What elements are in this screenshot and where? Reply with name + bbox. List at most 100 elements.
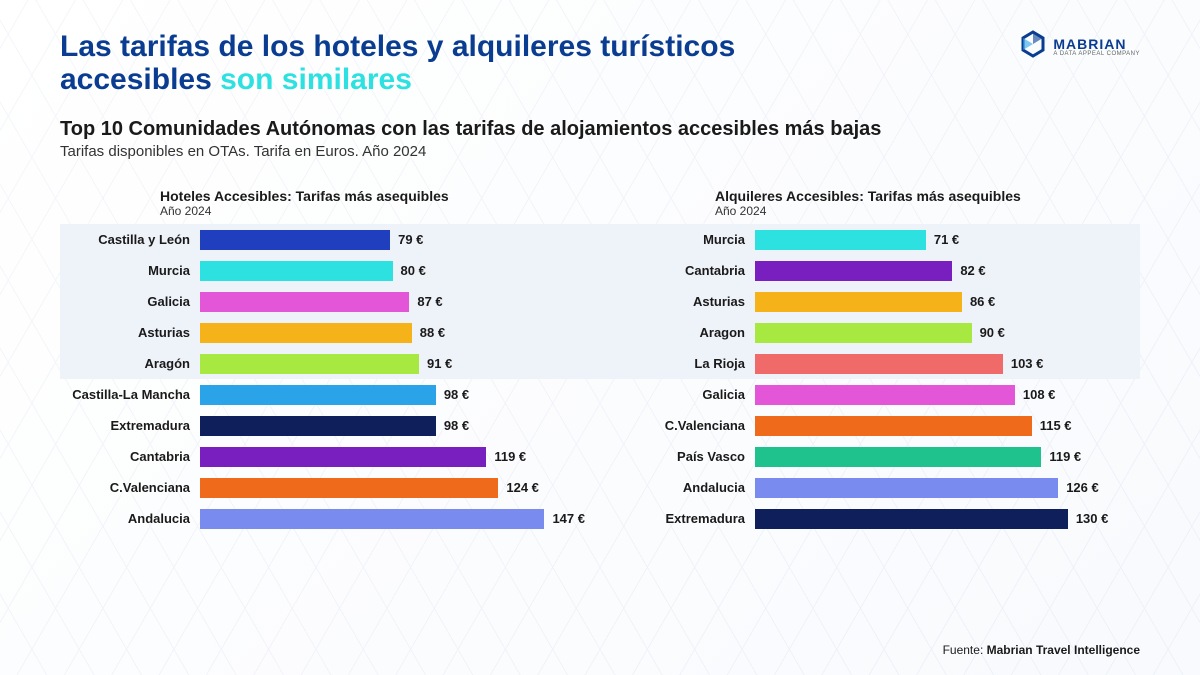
logo-subtitle: A DATA APPEAL COMPANY xyxy=(1053,51,1140,57)
bar-label: La Rioja xyxy=(615,356,755,371)
bar-value: 119 € xyxy=(1049,449,1081,464)
bar-value: 147 € xyxy=(552,511,585,526)
bar-label: Murcia xyxy=(615,232,755,247)
bar-row: Aragon 90 € xyxy=(615,317,1140,348)
bar-track: 88 € xyxy=(200,323,585,343)
bar-fill xyxy=(755,447,1041,467)
bar-fill xyxy=(200,385,436,405)
chart-title: Hoteles Accesibles: Tarifas más asequibl… xyxy=(160,188,585,204)
bar-value: 98 € xyxy=(444,418,469,433)
bar-fill xyxy=(200,261,393,281)
bar-label: Asturias xyxy=(60,325,200,340)
bar-label: Aragon xyxy=(615,325,755,340)
bar-value: 115 € xyxy=(1040,418,1072,433)
bar-value: 88 € xyxy=(420,325,445,340)
bar-track: 79 € xyxy=(200,230,585,250)
bar-track: 86 € xyxy=(755,292,1140,312)
bar-row: C.Valenciana 124 € xyxy=(60,472,585,503)
source-prefix: Fuente: xyxy=(943,643,987,657)
chart-title: Alquileres Accesibles: Tarifas más asequ… xyxy=(715,188,1140,204)
bar-label: Aragón xyxy=(60,356,200,371)
bar-label: Castilla-La Mancha xyxy=(60,387,200,402)
bar-fill xyxy=(755,416,1032,436)
bar-track: 103 € xyxy=(755,354,1140,374)
bar-row: C.Valenciana 115 € xyxy=(615,410,1140,441)
chart-year: Año 2024 xyxy=(715,204,1140,218)
bar-label: Murcia xyxy=(60,263,200,278)
bar-fill xyxy=(755,385,1015,405)
bar-row: Galicia108 € xyxy=(615,379,1140,410)
bar-value: 98 € xyxy=(444,387,469,402)
bar-value: 119 € xyxy=(494,449,526,464)
charts-row: Hoteles Accesibles: Tarifas más asequibl… xyxy=(60,188,1140,534)
bar-track: 80 € xyxy=(200,261,585,281)
chart-year: Año 2024 xyxy=(160,204,585,218)
logo-brand: MABRIAN xyxy=(1053,37,1140,51)
bar-row: Extremadura 98 € xyxy=(60,410,585,441)
bar-value: 91 € xyxy=(427,356,452,371)
bar-track: 90 € xyxy=(755,323,1140,343)
bar-track: 124 € xyxy=(200,478,585,498)
bar-label: Andalucia xyxy=(60,511,200,526)
bar-fill xyxy=(755,292,962,312)
chart-hotels: Hoteles Accesibles: Tarifas más asequibl… xyxy=(60,188,585,534)
bar-fill xyxy=(200,323,412,343)
bar-row: Aragón 91 € xyxy=(60,348,585,379)
bar-row: Cantabria 119 € xyxy=(60,441,585,472)
bar-label: Cantabria xyxy=(615,263,755,278)
bar-track: 71 € xyxy=(755,230,1140,250)
chart-subtitle-detail: Tarifas disponibles en OTAs. Tarifa en E… xyxy=(60,143,1140,160)
bar-fill xyxy=(200,416,436,436)
bar-value: 126 € xyxy=(1066,480,1099,495)
bar-value: 103 € xyxy=(1011,356,1044,371)
bar-value: 79 € xyxy=(398,232,423,247)
bar-value: 71 € xyxy=(934,232,959,247)
bar-fill xyxy=(200,478,498,498)
brand-logo: MABRIAN A DATA APPEAL COMPANY xyxy=(1019,30,1140,63)
bar-value: 90 € xyxy=(980,325,1005,340)
bar-value: 130 € xyxy=(1076,511,1109,526)
bar-value: 82 € xyxy=(960,263,985,278)
bar-fill xyxy=(755,230,926,250)
bar-row: Asturias 88 € xyxy=(60,317,585,348)
bar-fill xyxy=(200,509,544,529)
bar-value: 87 € xyxy=(417,294,442,309)
bar-label: Andalucia xyxy=(615,480,755,495)
bar-row: Cantabria 82 € xyxy=(615,255,1140,286)
bar-row: Asturias 86 € xyxy=(615,286,1140,317)
chart-subtitle: Top 10 Comunidades Autónomas con las tar… xyxy=(60,118,1140,141)
bar-value: 124 € xyxy=(506,480,539,495)
bar-track: 147 € xyxy=(200,509,585,529)
bar-row: Murcia 71 € xyxy=(615,224,1140,255)
bar-fill xyxy=(200,447,486,467)
bar-track: 108 € xyxy=(755,385,1140,405)
bar-label: Castilla y León xyxy=(60,232,200,247)
bar-fill xyxy=(755,354,1003,374)
logo-icon xyxy=(1019,30,1047,63)
bar-label: Extremadura xyxy=(60,418,200,433)
bar-track: 130 € xyxy=(755,509,1140,529)
bar-row: Extremadura 130 € xyxy=(615,503,1140,534)
bar-label: Galicia xyxy=(615,387,755,402)
bar-fill xyxy=(200,292,409,312)
bar-value: 80 € xyxy=(401,263,426,278)
bar-row: Galicia87 € xyxy=(60,286,585,317)
bar-fill xyxy=(755,509,1068,529)
bar-label: Extremadura xyxy=(615,511,755,526)
bar-value: 86 € xyxy=(970,294,995,309)
bar-label: Asturias xyxy=(615,294,755,309)
bar-label: C.Valenciana xyxy=(60,480,200,495)
bar-label: C.Valenciana xyxy=(615,418,755,433)
bar-label: Cantabria xyxy=(60,449,200,464)
bar-track: 115 € xyxy=(755,416,1140,436)
bar-track: 126 € xyxy=(755,478,1140,498)
bar-row: Andalucia 126 € xyxy=(615,472,1140,503)
bar-row: Castilla y León 79 € xyxy=(60,224,585,255)
chart-rentals: Alquileres Accesibles: Tarifas más asequ… xyxy=(615,188,1140,534)
bar-track: 87 € xyxy=(200,292,585,312)
bar-fill xyxy=(200,230,390,250)
bar-row: Castilla-La Mancha 98 € xyxy=(60,379,585,410)
source-name: Mabrian Travel Intelligence xyxy=(987,643,1140,657)
bar-track: 82 € xyxy=(755,261,1140,281)
bar-track: 119 € xyxy=(200,447,585,467)
